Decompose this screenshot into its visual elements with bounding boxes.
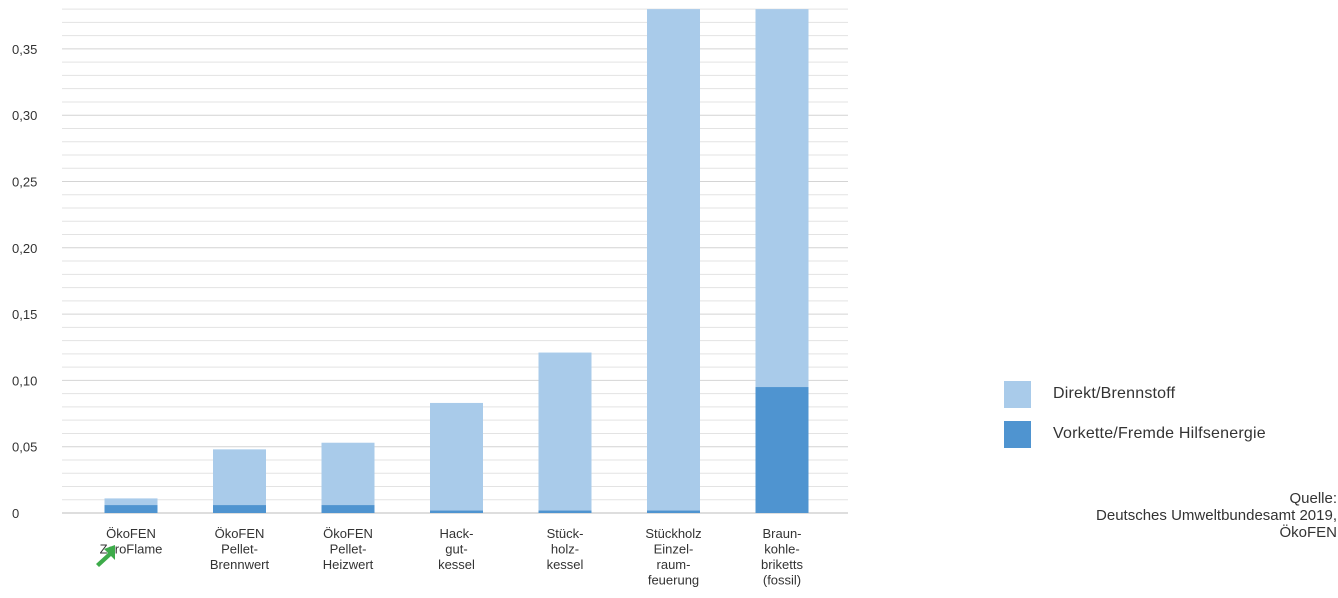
legend-swatch-vorkette (1004, 420, 1031, 448)
bar-segment-vorkette (538, 510, 592, 513)
legend-swatch-direkt (1004, 380, 1031, 408)
bar-segment-direkt (538, 352, 592, 511)
x-category-label: ÖkoFEN ZeroFlame (100, 526, 163, 557)
bar-segment-vorkette (430, 510, 483, 513)
x-category-label: ÖkoFEN Pellet-Brennwert (210, 526, 270, 572)
bar-segment-vorkette (321, 505, 375, 513)
bar-segment-direkt (430, 402, 483, 511)
source-line-2: Deutsches Umweltbundesamt 2019, (1096, 507, 1337, 524)
legend-item-vorkette: Vorkette/Fremde Hilfsenergie (1004, 414, 1266, 454)
x-category-label: Stückholz Einzel-raum-feuerung (645, 526, 701, 588)
bar-segment-direkt (104, 498, 158, 506)
y-tick-label: 0,25 (12, 175, 37, 190)
x-category-label: Stück-holz-kessel (547, 526, 584, 572)
legend-item-direkt: Direkt/Brennstoff (1004, 374, 1266, 414)
bar-segment-vorkette (104, 505, 158, 513)
y-tick-label: 0 (12, 506, 19, 521)
bar-segment-direkt (213, 449, 266, 506)
bar-segment-vorkette (213, 505, 266, 513)
x-category-label: Braun-kohle-briketts (fossil) (761, 526, 803, 588)
y-tick-label: 0,05 (12, 440, 37, 455)
source-note: Quelle: Deutsches Umweltbundesamt 2019, … (977, 490, 1337, 541)
bar-segment-direkt (321, 442, 375, 506)
bar-segment-direkt (755, 9, 809, 388)
bar-segment-vorkette (647, 510, 700, 513)
bar-segment-vorkette (755, 387, 809, 513)
x-axis-labels: ÖkoFEN ZeroFlame ÖkoFEN Pellet-Brennwert Öko… (100, 526, 804, 588)
bars (104, 9, 809, 513)
y-tick-label: 0,15 (12, 307, 37, 322)
gridlines (62, 8, 848, 514)
source-line-3: ÖkoFEN (1279, 524, 1337, 541)
y-tick-label: 0,35 (12, 42, 37, 57)
x-category-label: Hack-gut-kessel (438, 526, 475, 572)
source-line-1: Quelle: (1289, 490, 1337, 507)
y-tick-label: 0,20 (12, 241, 37, 256)
y-tick-label: 0,30 (12, 108, 37, 123)
y-tick-label: 0,10 (12, 373, 37, 388)
green-arrow-icon (96, 545, 115, 567)
legend-label-direkt: Direkt/Brennstoff (1053, 385, 1176, 402)
y-axis-ticks: 0 0,05 0,10 0,15 0,20 0,25 0,30 0,35 (12, 42, 37, 521)
x-category-label: ÖkoFEN Pellet-Heizwert (323, 526, 374, 572)
legend-label-vorkette: Vorkette/Fremde Hilfsenergie (1053, 425, 1266, 442)
bar-chart: 0 0,05 0,10 0,15 0,20 0,25 0,30 0,35 ÖkoFEN Zero… (12, 8, 848, 588)
bar-segment-direkt (647, 9, 700, 511)
legend: Direkt/Brennstoff Vorkette/Fremde Hilfse… (1004, 374, 1266, 454)
